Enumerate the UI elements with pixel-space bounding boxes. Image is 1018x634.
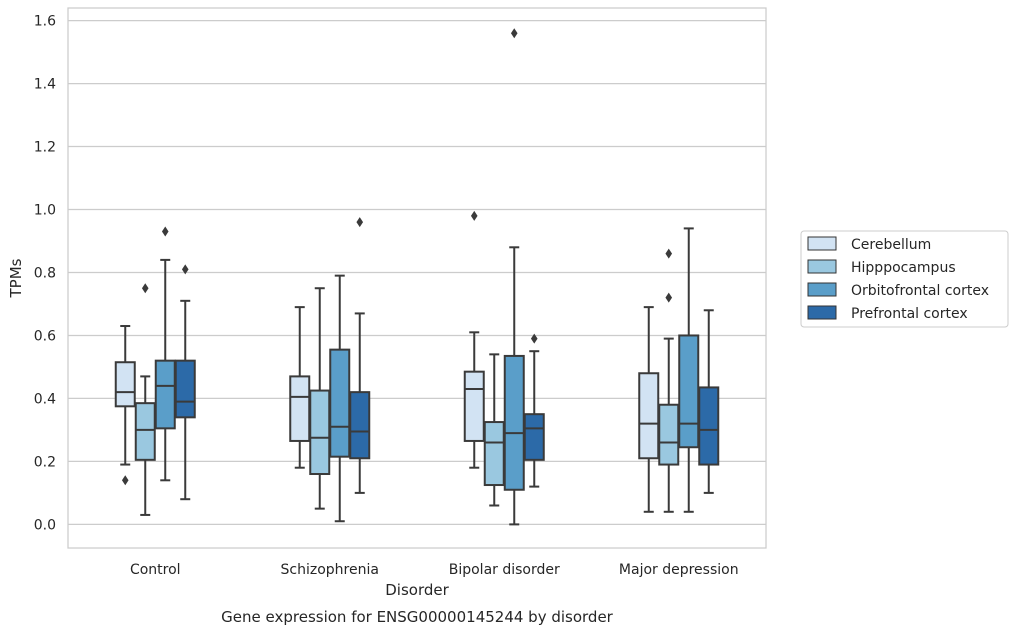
box-0-1 [134, 283, 156, 516]
x-tick-label: Major depression [619, 562, 739, 578]
legend-swatch [807, 305, 837, 320]
outlier-point [510, 28, 518, 39]
legend: Cerebellum Hipppocampus Orbitofrontal cort… [800, 230, 1009, 328]
box-iqr [329, 348, 351, 458]
y-tick-label: 1.2 [34, 140, 56, 156]
box-3-3 [698, 309, 720, 494]
box-iqr [503, 354, 525, 491]
y-axis-label: TPMs [7, 258, 25, 298]
boxes [114, 28, 720, 526]
box-iqr [463, 370, 485, 442]
y-tick-label: 0.2 [34, 454, 56, 470]
x-axis-label: Disorder [385, 581, 449, 599]
outlier-point [530, 333, 538, 344]
box-2-2 [503, 28, 525, 526]
legend-frame [800, 230, 1009, 328]
legend-swatch [807, 282, 837, 297]
y-tick-label: 0.4 [34, 391, 56, 407]
box-1-2 [329, 274, 351, 523]
legend-swatch [807, 259, 837, 274]
legend-label: Cerebellum [851, 237, 931, 253]
x-tick-label: Schizophrenia [281, 562, 379, 578]
box-iqr [523, 413, 545, 461]
y-tick-label: 1.0 [34, 203, 56, 219]
box-iqr [678, 334, 700, 449]
box-iqr [698, 386, 720, 466]
box-iqr [134, 402, 156, 461]
y-tick-label: 1.4 [34, 77, 56, 93]
legend-label: Prefrontal cortex [851, 306, 968, 322]
box-0-3 [174, 264, 196, 501]
box-iqr [154, 359, 176, 430]
y-axis-ticks: 0.0 0.2 0.4 0.6 0.8 1.0 1.2 1.4 1.6 [34, 14, 56, 534]
box-3-0 [638, 306, 660, 513]
y-tick-label: 0.8 [34, 265, 56, 281]
legend-label: Hipppocampus [851, 260, 956, 276]
legend-entries: Cerebellum Hipppocampus Orbitofrontal cort… [807, 236, 989, 322]
x-axis-ticks: Control Schizophrenia Bipolar disorder Majo… [130, 562, 739, 578]
y-tick-label: 0.0 [34, 517, 56, 533]
x-tick-label: Control [130, 562, 181, 578]
legend-swatch [807, 236, 837, 251]
outlier-point [181, 264, 189, 275]
box-iqr [638, 372, 660, 460]
y-tick-label: 1.6 [34, 14, 56, 30]
plot-area [68, 8, 766, 548]
box-1-3 [349, 217, 371, 494]
outlier-point [121, 475, 129, 486]
box-0-2 [154, 226, 176, 482]
outlier-point [356, 217, 364, 228]
y-tick-label: 0.6 [34, 328, 56, 344]
box-iqr [349, 391, 371, 460]
x-tick-label: Bipolar disorder [449, 562, 560, 578]
legend-label: Orbitofrontal cortex [851, 283, 989, 299]
box-iqr [658, 403, 680, 466]
outlier-point [141, 283, 149, 294]
box-iqr [483, 421, 505, 487]
chart-caption: Gene expression for ENSG00000145244 by d… [221, 608, 614, 626]
outlier-point [470, 210, 478, 221]
box-iqr [289, 375, 311, 442]
box-0-0 [114, 325, 136, 486]
plot-frame [67, 7, 767, 549]
outlier-point [665, 292, 673, 303]
box-2-1 [483, 353, 505, 507]
outlier-point [665, 248, 673, 259]
box-2-3 [523, 333, 545, 488]
box-iqr [174, 359, 196, 419]
outlier-point [161, 226, 169, 237]
box-2-0 [463, 210, 485, 469]
box-iqr [114, 361, 136, 408]
box-iqr [309, 389, 331, 476]
